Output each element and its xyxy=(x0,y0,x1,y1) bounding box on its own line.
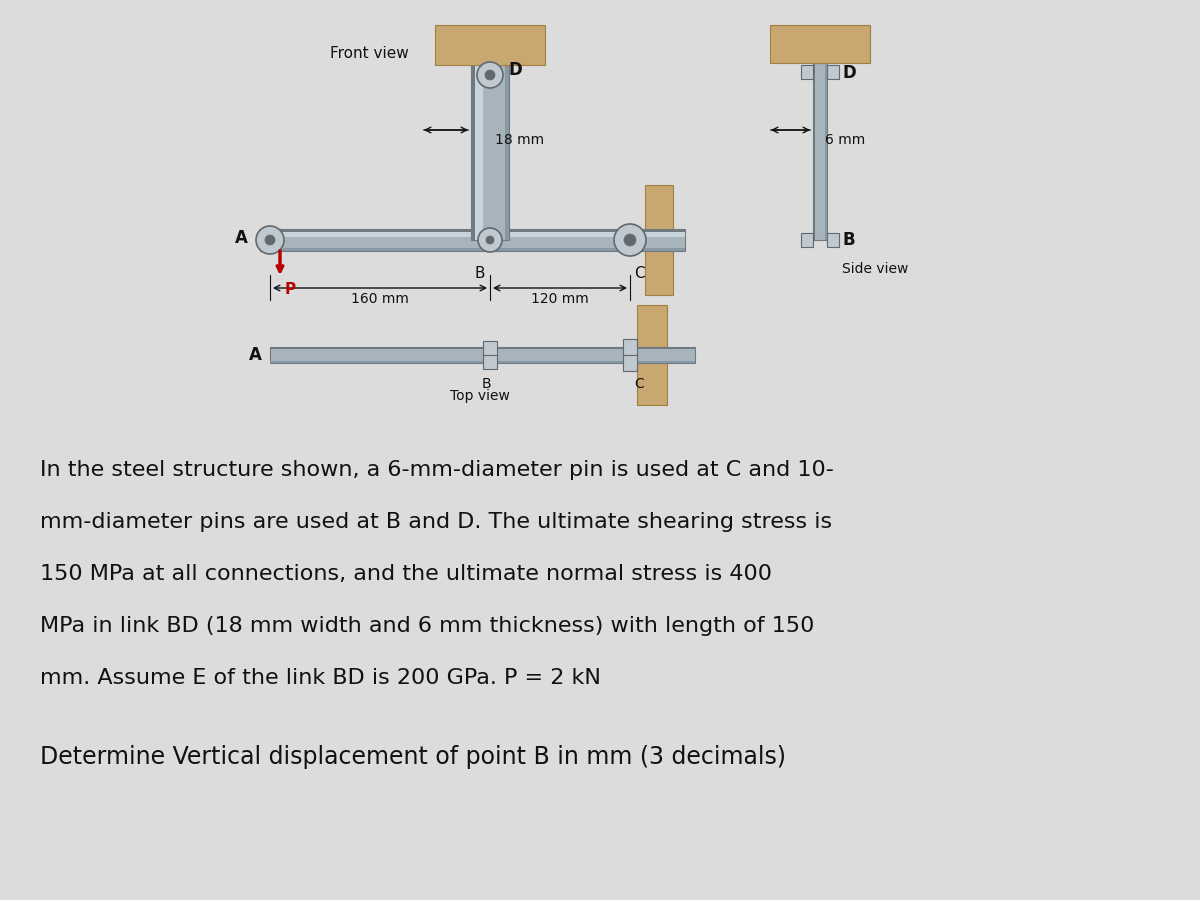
Text: C: C xyxy=(634,266,644,281)
Circle shape xyxy=(486,236,494,244)
Bar xyxy=(436,25,545,65)
Bar xyxy=(470,65,509,240)
Text: 160 mm: 160 mm xyxy=(352,292,409,306)
Circle shape xyxy=(614,224,646,256)
Bar xyxy=(270,361,695,363)
Bar xyxy=(482,341,497,369)
Circle shape xyxy=(478,228,502,252)
Text: In the steel structure shown, a 6-mm-diameter pin is used at C and 10-: In the steel structure shown, a 6-mm-dia… xyxy=(40,460,834,480)
Text: Top view: Top view xyxy=(450,389,510,403)
Bar xyxy=(270,347,695,349)
Text: P: P xyxy=(286,282,296,297)
Bar xyxy=(260,229,685,232)
Text: mm. Assume E of the link BD is 200 GPa. P = 2 kN: mm. Assume E of the link BD is 200 GPa. … xyxy=(40,668,601,688)
Bar xyxy=(814,63,815,240)
Circle shape xyxy=(478,62,503,88)
Text: MPa in link BD (18 mm width and 6 mm thickness) with length of 150: MPa in link BD (18 mm width and 6 mm thi… xyxy=(40,616,815,636)
Bar xyxy=(623,339,637,371)
Text: B: B xyxy=(475,266,485,281)
Text: B: B xyxy=(842,231,856,249)
Text: C: C xyxy=(634,377,643,391)
Bar xyxy=(827,233,839,247)
Circle shape xyxy=(256,226,284,254)
Text: Side view: Side view xyxy=(842,262,908,276)
Bar xyxy=(826,63,827,240)
Text: 150 MPa at all connections, and the ultimate normal stress is 400: 150 MPa at all connections, and the ulti… xyxy=(40,564,772,584)
Bar xyxy=(827,65,839,79)
Text: B: B xyxy=(481,377,491,391)
Bar xyxy=(802,65,814,79)
Text: Determine Vertical displacement of point B in mm (3 decimals): Determine Vertical displacement of point… xyxy=(40,745,786,769)
Bar xyxy=(270,347,695,363)
Circle shape xyxy=(265,235,275,245)
Bar xyxy=(505,65,509,240)
Bar xyxy=(475,65,482,240)
Text: Front view: Front view xyxy=(330,46,409,61)
Bar xyxy=(260,229,685,251)
Text: 18 mm: 18 mm xyxy=(496,133,544,147)
Bar xyxy=(637,305,667,405)
Text: A: A xyxy=(235,229,248,247)
Circle shape xyxy=(485,70,496,80)
Bar xyxy=(260,248,685,251)
Bar xyxy=(770,25,870,63)
Text: D: D xyxy=(508,61,522,79)
Text: 6 mm: 6 mm xyxy=(826,133,865,147)
Text: D: D xyxy=(842,64,857,82)
Bar xyxy=(260,232,685,237)
Circle shape xyxy=(624,234,636,246)
Bar xyxy=(814,63,827,240)
Text: A: A xyxy=(250,346,262,364)
Bar xyxy=(802,233,814,247)
Text: mm-diameter pins are used at B and D. The ultimate shearing stress is: mm-diameter pins are used at B and D. Th… xyxy=(40,512,832,532)
Text: 120 mm: 120 mm xyxy=(532,292,589,306)
Bar xyxy=(646,185,673,295)
Bar xyxy=(470,65,475,240)
